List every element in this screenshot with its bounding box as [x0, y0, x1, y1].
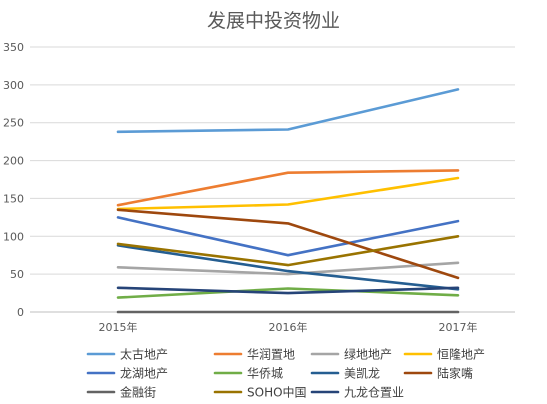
y-tick-label: 300 — [3, 79, 24, 92]
legend-label: 绿地地产 — [344, 347, 392, 362]
legend-label: 太古地产 — [120, 347, 168, 362]
legend-label: 龙湖地产 — [120, 366, 168, 381]
y-tick-label: 0 — [17, 306, 24, 319]
series-lines — [116, 88, 460, 314]
series-line-7 — [116, 208, 460, 280]
y-tick-label: 250 — [3, 117, 24, 130]
series-line-5 — [116, 287, 460, 299]
legend-label: 九龙仓置业 — [344, 386, 404, 400]
series-line-1 — [116, 169, 460, 207]
y-tick-label: 200 — [3, 155, 24, 168]
series-line-4 — [116, 216, 460, 257]
chart-title: 发展中投资物业 — [206, 10, 340, 32]
legend-label: 华润置地 — [247, 348, 295, 362]
series-line-6 — [116, 244, 460, 291]
legend-label: 金融街 — [120, 385, 156, 400]
legend-label: 华侨城 — [247, 367, 283, 381]
legend-label: SOHO中国 — [247, 385, 307, 400]
series-line-10 — [116, 286, 460, 295]
x-tick-label: 2016年 — [269, 320, 308, 334]
y-tick-label: 150 — [3, 192, 24, 205]
x-tick-label: 2015年 — [99, 320, 138, 334]
series-line-0 — [116, 88, 460, 134]
y-tick-label: 350 — [3, 41, 24, 54]
y-tick-label: 50 — [10, 268, 24, 281]
legend-label: 美凯龙 — [344, 367, 380, 381]
x-axis-ticks: 2015年 2016年 2017年 — [99, 320, 478, 334]
series-line-9 — [116, 235, 460, 267]
x-tick-label: 2017年 — [439, 320, 478, 334]
y-axis-ticks: 0 50 100 150 200 250 300 350 — [3, 41, 24, 319]
series-line-2 — [116, 261, 460, 276]
series-line-3 — [116, 176, 460, 211]
y-tick-label: 100 — [3, 230, 24, 243]
legend-label: 陆家嘴 — [437, 366, 473, 381]
legend-label: 恒隆地产 — [437, 347, 485, 362]
